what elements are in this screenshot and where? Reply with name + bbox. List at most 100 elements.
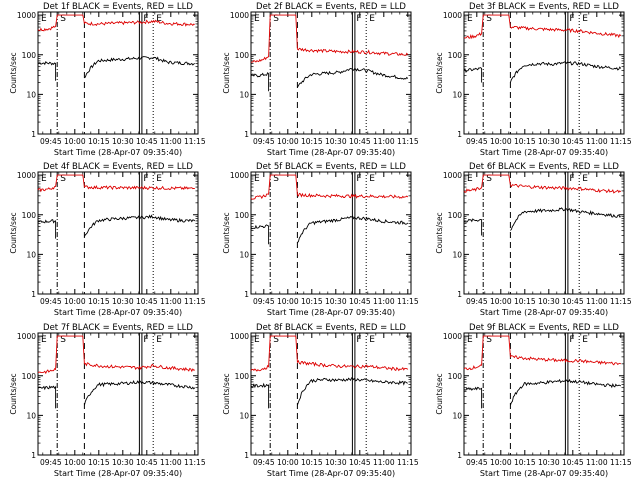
event-marker-label: E <box>41 174 47 184</box>
x-tick-label: 09:45 <box>40 458 62 467</box>
y-axis-label: Counts/sec <box>9 373 18 414</box>
x-tick-label: 09:45 <box>253 137 275 146</box>
x-tick-label: 11:00 <box>160 137 182 146</box>
y-axis-label: Counts/sec <box>222 373 231 414</box>
x-axis-label: Start Time (28-Apr-07 09:35:40) <box>267 308 395 317</box>
x-tick-label: 10:30 <box>325 458 347 467</box>
lld-series-line <box>37 335 195 375</box>
y-tick-label: 100 <box>22 372 37 381</box>
plot-frame <box>463 332 625 456</box>
event-marker-label: E <box>582 14 588 24</box>
y-axis-label: Counts/sec <box>435 212 444 253</box>
events-series-line <box>250 67 409 92</box>
y-tick-label: 1000 <box>17 171 36 180</box>
panel-title: Det 8f BLACK = Events, RED = LLD <box>256 323 406 333</box>
x-tick-label: 11:15 <box>184 137 206 146</box>
event-marker-label: S <box>486 335 492 345</box>
y-tick-label: 1000 <box>443 171 462 180</box>
y-tick-label: 100 <box>235 372 250 381</box>
y-tick-label: 10 <box>26 411 36 420</box>
x-tick-label: 11:00 <box>373 137 395 146</box>
events-series-line <box>250 215 409 245</box>
event-marker-label: E <box>254 14 260 24</box>
x-tick-label: 10:15 <box>514 458 536 467</box>
y-tick-label: 1 <box>31 130 36 139</box>
x-tick-label: 09:45 <box>40 137 62 146</box>
y-tick-label: 1 <box>457 290 462 299</box>
x-tick-label: 10:15 <box>514 297 536 306</box>
x-tick-label: 11:15 <box>184 458 206 467</box>
x-tick-label: 10:30 <box>538 297 560 306</box>
y-axis-label: Counts/sec <box>435 52 444 93</box>
y-tick-label: 1000 <box>230 332 249 341</box>
event-marker-label: S <box>273 335 279 345</box>
y-tick-label: 1 <box>457 451 462 460</box>
y-axis-label: Counts/sec <box>9 52 18 93</box>
event-marker-label: E <box>41 14 47 24</box>
x-tick-label: 11:00 <box>373 458 395 467</box>
x-tick-label: 10:30 <box>112 297 134 306</box>
panel-title: Det 4f BLACK = Events, RED = LLD <box>43 162 193 172</box>
y-tick-label: 1000 <box>17 11 36 20</box>
plot-frame <box>37 11 199 135</box>
lld-series-line <box>463 14 622 40</box>
event-marker-label: F <box>143 335 148 345</box>
event-marker-label: E <box>369 335 375 345</box>
chart-panel: Det 5f BLACK = Events, RED = LLD 1 10 100 10… <box>222 162 419 317</box>
chart-panel: Det 8f BLACK = Events, RED = LLD 1 10 100 10… <box>222 323 419 478</box>
y-axis-label: Counts/sec <box>435 373 444 414</box>
event-marker-label: E <box>254 335 260 345</box>
events-series-line <box>463 378 622 409</box>
event-marker-label: S <box>60 14 66 24</box>
x-tick-label: 10:00 <box>64 297 86 306</box>
x-tick-label: 09:45 <box>40 297 62 306</box>
event-marker-label: S <box>60 335 66 345</box>
x-axis-label: Start Time (28-Apr-07 09:35:40) <box>267 148 395 157</box>
x-tick-label: 11:15 <box>184 297 206 306</box>
x-tick-label: 10:15 <box>88 297 110 306</box>
plot-frame <box>250 332 412 456</box>
y-tick-label: 1000 <box>17 332 36 341</box>
lld-series-line <box>250 174 409 200</box>
event-marker-label: F <box>569 335 574 345</box>
x-tick-label: 09:45 <box>466 458 488 467</box>
y-tick-label: 10 <box>452 411 462 420</box>
x-tick-label: 10:45 <box>349 297 371 306</box>
x-tick-label: 11:00 <box>160 297 182 306</box>
y-tick-label: 1000 <box>230 11 249 20</box>
x-tick-label: 10:45 <box>349 137 371 146</box>
x-tick-label: 10:15 <box>301 137 323 146</box>
event-marker-label: E <box>369 174 375 184</box>
x-axis-label: Start Time (28-Apr-07 09:35:40) <box>54 469 182 478</box>
event-marker-label: E <box>467 14 473 24</box>
x-tick-label: 10:00 <box>277 137 299 146</box>
chart-panel: Det 7f BLACK = Events, RED = LLD 1 10 100 10… <box>9 323 206 478</box>
y-tick-label: 100 <box>448 211 463 220</box>
plot-frame <box>37 171 199 295</box>
y-tick-label: 1 <box>31 451 36 460</box>
chart-panel: Det 4f BLACK = Events, RED = LLD 1 10 100 10… <box>9 162 206 317</box>
x-tick-label: 09:45 <box>466 297 488 306</box>
x-tick-label: 11:15 <box>397 137 419 146</box>
chart-panel: Det 2f BLACK = Events, RED = LLD 1 10 100 10… <box>222 2 419 157</box>
event-marker-label: E <box>467 335 473 345</box>
lld-series-line <box>463 335 622 371</box>
x-tick-label: 10:45 <box>136 458 158 467</box>
y-axis-label: Counts/sec <box>222 212 231 253</box>
x-axis-label: Start Time (28-Apr-07 09:35:40) <box>267 469 395 478</box>
event-marker-label: F <box>356 335 361 345</box>
event-marker-label: S <box>60 174 66 184</box>
lld-series-line <box>37 174 195 193</box>
y-tick-label: 10 <box>239 90 249 99</box>
x-tick-label: 10:15 <box>301 297 323 306</box>
event-marker-label: E <box>582 335 588 345</box>
plot-frame <box>37 332 199 456</box>
y-tick-label: 1 <box>244 451 249 460</box>
x-tick-label: 10:00 <box>490 297 512 306</box>
x-tick-label: 10:00 <box>490 137 512 146</box>
x-tick-label: 11:00 <box>586 297 608 306</box>
x-tick-label: 11:15 <box>397 458 419 467</box>
panel-title: Det 1f BLACK = Events, RED = LLD <box>43 2 193 12</box>
x-tick-label: 10:45 <box>136 297 158 306</box>
